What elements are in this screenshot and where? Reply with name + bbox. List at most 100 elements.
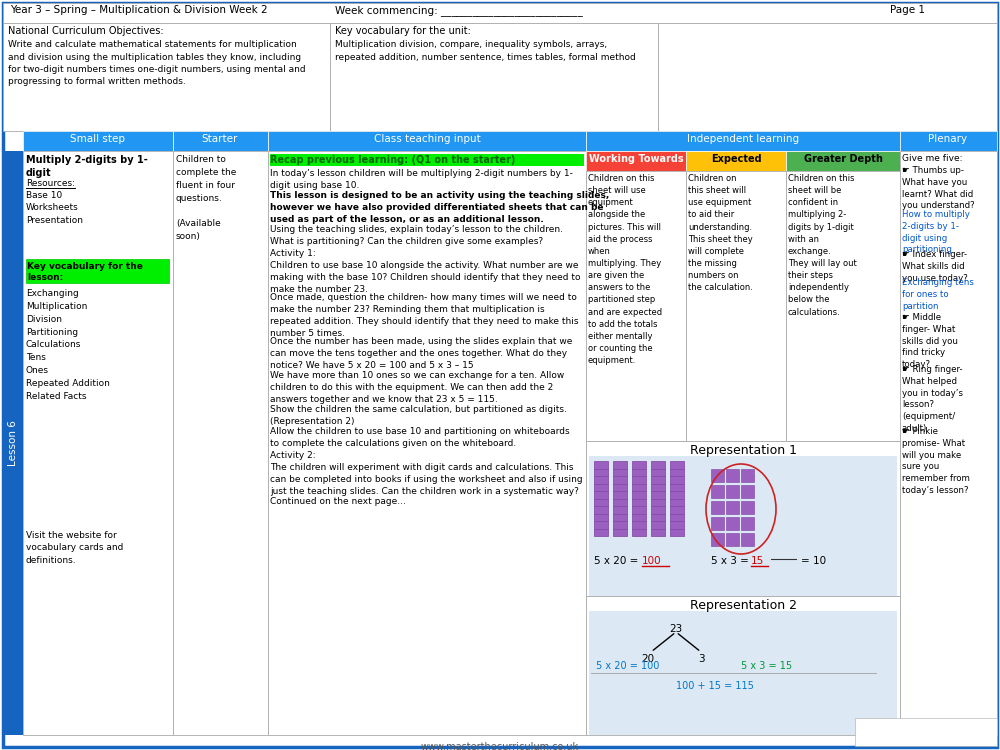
Bar — [586, 596, 900, 735]
Bar — [686, 151, 786, 171]
Bar — [651, 461, 665, 536]
Bar — [3, 151, 23, 735]
Bar — [632, 461, 646, 536]
Text: Base 10
Worksheets
Presentation: Base 10 Worksheets Presentation — [26, 191, 83, 225]
Text: 5 x 3 = 15: 5 x 3 = 15 — [741, 661, 792, 671]
Bar — [711, 501, 724, 514]
Bar — [586, 151, 686, 171]
Text: This lesson is designed to be an activity using the teaching slides,
however we : This lesson is designed to be an activit… — [270, 191, 609, 224]
Bar — [268, 151, 586, 735]
Bar — [3, 23, 330, 131]
Text: 5 x 20 = 100: 5 x 20 = 100 — [596, 661, 659, 671]
Text: ☛ Ring finger-
What helped
you in today’s
lesson?
(equipment/
adult): ☛ Ring finger- What helped you in today’… — [902, 365, 963, 433]
Text: www.masterthecurriculum.co.uk: www.masterthecurriculum.co.uk — [421, 742, 579, 750]
Bar — [330, 23, 658, 131]
Bar — [741, 485, 754, 498]
Text: 5 x 3 =: 5 x 3 = — [711, 556, 752, 566]
Text: Write and calculate mathematical statements for multiplication
and division usin: Write and calculate mathematical stateme… — [8, 40, 306, 86]
Bar — [855, 718, 997, 746]
Text: Resources:: Resources: — [26, 179, 75, 188]
Text: 3: 3 — [698, 654, 704, 664]
Text: Children on
this sheet will
use equipment
to aid their
understanding.
This sheet: Children on this sheet will use equipmen… — [688, 174, 753, 292]
Bar — [670, 461, 684, 536]
Text: Plenary: Plenary — [928, 134, 968, 144]
Text: Page 1: Page 1 — [890, 5, 925, 15]
Bar — [586, 441, 900, 596]
Text: 100 + 15 = 115: 100 + 15 = 115 — [676, 681, 754, 691]
Bar — [726, 517, 739, 530]
Text: Recap previous learning: (Q1 on the starter): Recap previous learning: (Q1 on the star… — [270, 155, 515, 165]
Bar — [741, 533, 754, 546]
Bar — [741, 469, 754, 482]
Bar — [173, 151, 268, 735]
Bar — [589, 611, 897, 735]
Text: Children on this
sheet will use
equipment
alongside the
pictures. This will
aid : Children on this sheet will use equipmen… — [588, 174, 662, 365]
Text: Key vocabulary for the
lesson:: Key vocabulary for the lesson: — [27, 262, 143, 282]
Text: Lesson 6: Lesson 6 — [8, 420, 18, 466]
Text: ☛ Pinkie
promise- What
will you make
sure you
remember from
today’s lesson?: ☛ Pinkie promise- What will you make sur… — [902, 427, 970, 495]
Text: Year 3 – Spring – Multiplication & Division Week 2: Year 3 – Spring – Multiplication & Divis… — [10, 5, 268, 15]
Bar — [711, 533, 724, 546]
Text: 20: 20 — [641, 654, 655, 664]
Text: 23: 23 — [669, 624, 683, 634]
Text: Week commencing: ___________________________: Week commencing: _______________________… — [335, 5, 583, 16]
Bar — [726, 533, 739, 546]
Text: Activity 2:: Activity 2: — [270, 451, 316, 460]
Text: Allow the children to use base 10 and partitioning on whiteboards
to complete th: Allow the children to use base 10 and pa… — [270, 427, 570, 448]
Text: Children to use base 10 alongside the activity. What number are we
making with t: Children to use base 10 alongside the ac… — [270, 261, 580, 294]
Bar — [786, 171, 900, 441]
Text: 5 x 20 =: 5 x 20 = — [594, 556, 642, 566]
Text: Expected: Expected — [711, 154, 761, 164]
Bar — [594, 461, 608, 536]
Text: = 10: = 10 — [801, 556, 826, 566]
Text: Greater Depth: Greater Depth — [804, 154, 882, 164]
Text: National Curriculum Objectives:: National Curriculum Objectives: — [8, 26, 164, 36]
Bar — [589, 456, 897, 596]
Text: In today’s lesson children will be multiplying 2-digit numbers by 1-
digit using: In today’s lesson children will be multi… — [270, 169, 573, 190]
Text: Representation 1: Representation 1 — [690, 444, 796, 457]
Text: Activity 1:: Activity 1: — [270, 249, 316, 258]
Bar — [686, 171, 786, 441]
Text: Key vocabulary for the unit:: Key vocabulary for the unit: — [335, 26, 471, 36]
Text: Show the children the same calculation, but partitioned as digits.
(Representati: Show the children the same calculation, … — [270, 405, 567, 426]
Bar — [613, 461, 627, 536]
Text: Class teaching input: Class teaching input — [374, 134, 480, 144]
Text: The children will experiment with digit cards and calculations. This
can be comp: The children will experiment with digit … — [270, 463, 583, 496]
Bar — [23, 151, 173, 735]
Text: ☛ Index finger-
What skills did
you use today?: ☛ Index finger- What skills did you use … — [902, 250, 968, 283]
Bar — [900, 131, 997, 151]
Text: Working Towards: Working Towards — [589, 154, 683, 164]
Bar — [270, 154, 584, 166]
Text: Multiply 2-digits by 1-
digit: Multiply 2-digits by 1- digit — [26, 155, 148, 178]
Bar — [23, 131, 173, 151]
Text: Give me five:: Give me five: — [902, 154, 962, 163]
Text: Visit the website for
vocabulary cards and
definitions.: Visit the website for vocabulary cards a… — [26, 531, 123, 565]
Text: Children to
complete the
fluent in four
questions.

(Available
soon): Children to complete the fluent in four … — [176, 155, 236, 241]
Bar — [711, 485, 724, 498]
Bar — [173, 131, 268, 151]
Text: How to multiply
2-digits by 1-
digit using
partitioning: How to multiply 2-digits by 1- digit usi… — [902, 210, 970, 254]
Text: Starter: Starter — [202, 134, 238, 144]
Text: Multiplication division, compare, inequality symbols, arrays,
repeated addition,: Multiplication division, compare, inequa… — [335, 40, 636, 62]
Bar — [658, 23, 997, 131]
Text: ☛ Thumbs up-
What have you
learnt? What did
you understand?: ☛ Thumbs up- What have you learnt? What … — [902, 166, 975, 211]
Text: Once made, question the children- how many times will we need to
make the number: Once made, question the children- how ma… — [270, 293, 578, 338]
Bar — [900, 151, 997, 735]
Text: 15: 15 — [751, 556, 764, 566]
Bar — [711, 469, 724, 482]
Bar — [586, 171, 686, 441]
Text: Using the teaching slides, explain today’s lesson to the children.
What is parti: Using the teaching slides, explain today… — [270, 225, 563, 246]
Bar — [586, 131, 900, 151]
Text: ☛ Middle
finger- What
skills did you
find tricky
today?: ☛ Middle finger- What skills did you fin… — [902, 313, 958, 369]
Bar — [711, 517, 724, 530]
Bar — [268, 131, 586, 151]
Bar — [26, 259, 169, 283]
Text: Independent learning: Independent learning — [687, 134, 799, 144]
Text: We have more than 10 ones so we can exchange for a ten. Allow
children to do thi: We have more than 10 ones so we can exch… — [270, 371, 564, 404]
Bar — [726, 469, 739, 482]
Text: Exchanging
Multiplication
Division
Partitioning
Calculations
Tens
Ones
Repeated : Exchanging Multiplication Division Parti… — [26, 289, 110, 400]
Bar — [786, 151, 900, 171]
Bar — [3, 3, 997, 23]
Text: Children on this
sheet will be
confident in
multiplying 2-
digits by 1-digit
wit: Children on this sheet will be confident… — [788, 174, 857, 316]
Bar — [726, 501, 739, 514]
